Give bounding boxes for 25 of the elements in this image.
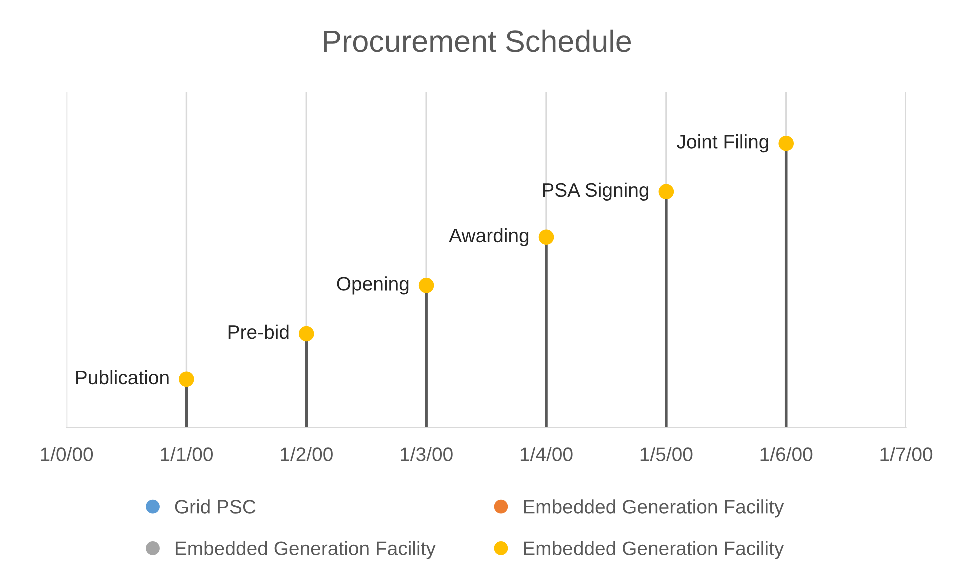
annotation: Publication [76,370,169,385]
annotation: Awarding [449,228,529,246]
point [418,278,434,294]
annotation: PSA Signing [543,182,649,201]
x-tick-label: 1/5/00 [640,447,693,462]
x-tick-label: 1/2/00 [281,447,333,462]
point [538,230,554,246]
point [778,136,794,152]
legend-label: Embedded Generation Facility [524,541,784,560]
legend-label: Embedded Generation Facility [176,541,436,560]
annotation: Joint Filing [677,134,768,153]
annotation: Opening [337,276,409,295]
point [299,326,314,342]
legend-label: Grid PSC [175,500,256,514]
point [179,372,194,388]
chart-title: Procurement Schedule [324,30,632,52]
annotation: Pre-bid [228,324,289,340]
x-tick-label: 1/3/00 [401,447,453,462]
x-tick-label: 1/7/00 [880,447,933,462]
x-tick-label: 1/4/00 [520,447,573,462]
x-tick-label: 1/1/00 [161,447,213,462]
x-tick-label: 1/0/00 [41,447,94,462]
x-tick-label: 1/6/00 [760,447,813,462]
point [658,184,674,200]
legend-label: Embedded Generation Facility [524,500,784,518]
